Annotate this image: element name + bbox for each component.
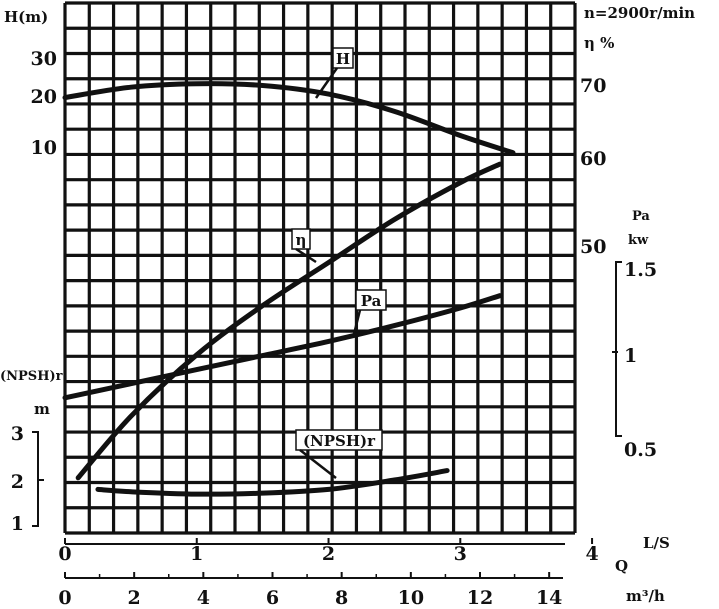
efficiency-tick-label: 50 [580, 236, 606, 258]
npsh-axis-bracket [32, 431, 39, 527]
npsh-axis-unit: m [34, 400, 50, 418]
npsh-curve-label-leader [299, 449, 337, 479]
flow-m3h-tick-label: 2 [128, 587, 141, 609]
flow-m3h-tick-label: 0 [58, 587, 71, 609]
npsh-curve-label-box [295, 429, 383, 451]
head-curve [62, 81, 516, 156]
efficiency-curve-label: η [296, 231, 307, 249]
power-curve-label: Pa [361, 292, 382, 310]
npsh-tick-label: 1 [11, 513, 24, 535]
power-axis-label-bottom: kw [628, 233, 649, 248]
head-tick-label: 30 [31, 48, 57, 70]
flow-m3h-tick-label: 14 [536, 587, 562, 609]
npsh-tick-label: 2 [11, 471, 24, 493]
power-axis-bracket [615, 261, 622, 437]
npsh-curve [95, 468, 450, 497]
flow-m3h-tick-label: 10 [398, 587, 424, 609]
flow-ls-tick-label: 4 [585, 543, 598, 565]
head-curve-label: H [336, 50, 350, 68]
npsh-axis-label: (NPSH)r [0, 369, 63, 384]
flow-ls-axis-label: L/S [643, 534, 670, 552]
efficiency-tick-label: 60 [580, 148, 606, 170]
power-tick-label: 1.5 [624, 259, 657, 281]
head-axis-label: H(m) [4, 8, 48, 26]
power-curve-label-box [355, 289, 387, 311]
flow-m3h-tick-label: 12 [467, 587, 493, 609]
efficiency-axis-label: η % [584, 34, 614, 52]
flow-q-label: Q [615, 557, 628, 575]
flow-m3h-axis-label: m³/h [626, 587, 665, 605]
flow-ls-tick-label: 0 [58, 543, 71, 565]
flow-ls-tick-label: 3 [454, 543, 467, 565]
flow-ls-tick-label: 2 [322, 543, 335, 565]
power-curve-label-leader [352, 309, 362, 335]
efficiency-curve-label-leader [295, 247, 317, 264]
curves [62, 81, 516, 497]
npsh-tick-label: 3 [11, 423, 24, 445]
flow-m3h-tick-label: 8 [335, 587, 348, 609]
labels: H(m) n=2900r/min η % Pa kw (NPSH)r m L/S… [0, 4, 695, 609]
power-axis-label-top: Pa [632, 209, 650, 224]
efficiency-tick-label: 70 [580, 75, 606, 97]
flow-m3h-tick-label: 6 [266, 587, 279, 609]
head-curve-label-box [332, 47, 354, 69]
npsh-curve-label: (NPSH)r [303, 432, 376, 450]
power-tick-label: 0.5 [624, 439, 657, 461]
efficiency-curve-label-box [291, 228, 311, 250]
flow-ls-tick-label: 1 [190, 543, 203, 565]
power-curve [62, 293, 503, 401]
head-curve-label-leader [314, 67, 339, 99]
flow-m3h-tick-label: 4 [197, 587, 210, 609]
efficiency-curve [75, 161, 503, 481]
head-tick-label: 10 [31, 137, 57, 159]
power-tick-label: 1 [624, 345, 637, 367]
speed-label: n=2900r/min [584, 4, 695, 22]
head-tick-label: 20 [31, 86, 57, 108]
